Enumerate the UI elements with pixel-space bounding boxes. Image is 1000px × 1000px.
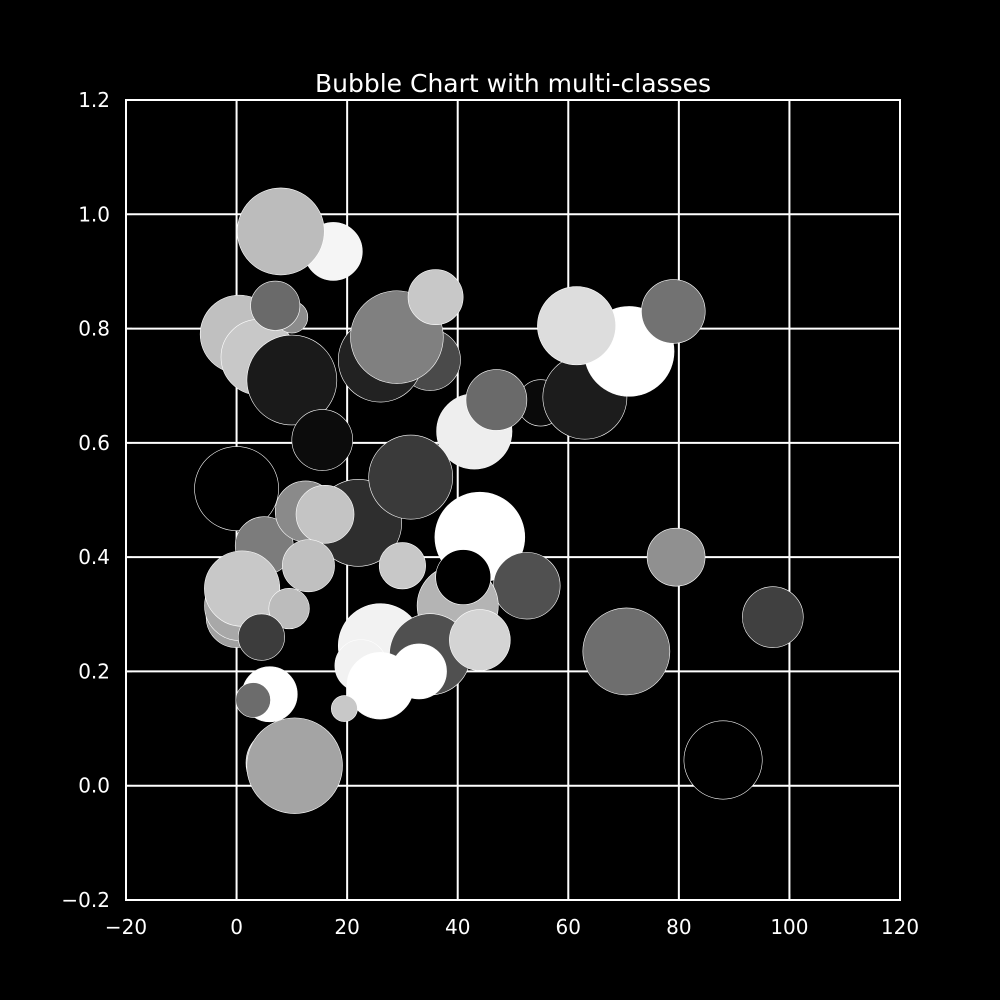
y-tick-label-1: 0.0 bbox=[78, 774, 110, 798]
bubble-point-13 bbox=[291, 409, 354, 471]
bubble-point-12 bbox=[407, 269, 464, 325]
bubble-point-31 bbox=[646, 527, 706, 587]
y-tick-label-3: 0.4 bbox=[78, 545, 110, 569]
bubble-point-39 bbox=[237, 613, 285, 661]
y-tick-label-4: 0.6 bbox=[78, 431, 110, 455]
x-tick-label-6: 100 bbox=[770, 915, 808, 939]
x-tick-label-0: −20 bbox=[105, 915, 147, 939]
bubble-point-43 bbox=[582, 607, 671, 696]
x-tick-label-3: 40 bbox=[445, 915, 470, 939]
bubble-point-49 bbox=[331, 695, 358, 722]
bubble-point-34 bbox=[435, 549, 492, 605]
y-tick-label-6: 1.0 bbox=[78, 202, 110, 226]
bubble-point-6 bbox=[250, 280, 301, 331]
bubble-point-46 bbox=[391, 643, 447, 700]
x-axis: −20 0 20 40 60 80 100 120 bbox=[105, 894, 919, 939]
bubble-point-28 bbox=[378, 542, 426, 590]
bubble-point-32 bbox=[742, 586, 804, 648]
bubble-point-42 bbox=[449, 609, 511, 671]
y-tick-label-5: 0.8 bbox=[78, 317, 110, 341]
bubble-layer bbox=[194, 187, 804, 814]
bubble-point-26 bbox=[295, 484, 355, 544]
bubble-point-51 bbox=[246, 717, 343, 814]
bubble-point-19 bbox=[537, 286, 617, 366]
y-tick-label-7: 1.2 bbox=[78, 88, 110, 112]
plot-frame bbox=[125, 99, 901, 901]
bubble-point-52 bbox=[683, 720, 763, 800]
x-tick-label-5: 80 bbox=[666, 915, 691, 939]
bubble-point-27 bbox=[282, 539, 335, 593]
bubble-point-16 bbox=[465, 369, 528, 431]
bubble-point-8 bbox=[246, 334, 338, 426]
x-tick-label-4: 60 bbox=[556, 915, 581, 939]
bubble-point-30 bbox=[493, 552, 561, 620]
bubble-point-48 bbox=[235, 682, 271, 718]
x-tick-label-7: 120 bbox=[881, 915, 919, 939]
bubble-point-5 bbox=[236, 187, 325, 276]
y-tick-label-2: 0.2 bbox=[78, 659, 110, 683]
x-tick-label-1: 0 bbox=[230, 915, 243, 939]
y-tick-label-0: −0.2 bbox=[61, 888, 110, 912]
bubble-point-25 bbox=[368, 434, 454, 520]
y-axis: −0.2 0.0 0.2 0.4 0.6 0.8 1.0 1.2 bbox=[61, 88, 132, 912]
chart-title: Bubble Chart with multi-classes bbox=[315, 69, 711, 98]
bubble-point-21 bbox=[194, 446, 279, 531]
bubble-point-20 bbox=[641, 279, 706, 344]
bubble-point-38 bbox=[268, 587, 310, 630]
x-tick-label-2: 20 bbox=[334, 915, 359, 939]
